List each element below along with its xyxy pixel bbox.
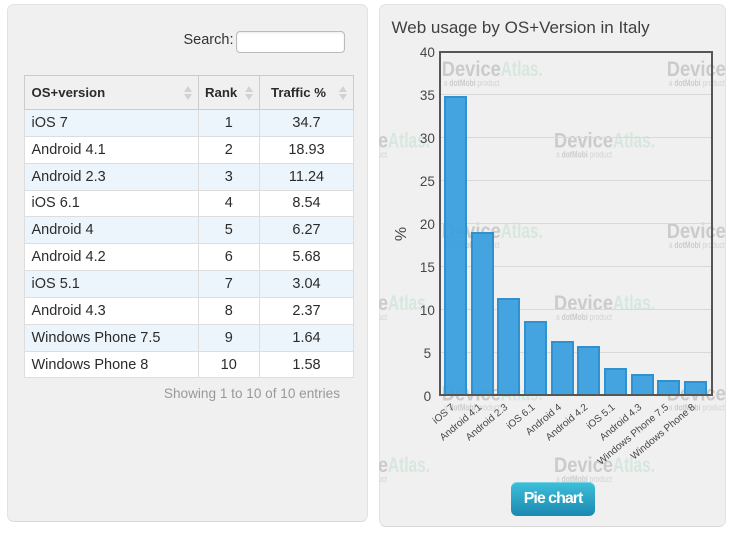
svg-text:a dotMobi product: a dotMobi product bbox=[669, 78, 725, 88]
svg-text:Atlas.: Atlas. bbox=[388, 129, 430, 153]
svg-text:a dotMobi product: a dotMobi product bbox=[379, 474, 387, 484]
svg-text:a dotMobi product: a dotMobi product bbox=[556, 150, 612, 160]
svg-text:Device: Device bbox=[554, 291, 613, 315]
svg-text:a dotMobi product: a dotMobi product bbox=[669, 402, 725, 412]
svg-text:Atlas.: Atlas. bbox=[388, 453, 430, 477]
svg-text:a dotMobi product: a dotMobi product bbox=[669, 240, 725, 250]
svg-text:Device: Device bbox=[442, 57, 501, 81]
svg-text:a dotMobi product: a dotMobi product bbox=[556, 312, 612, 322]
svg-text:a dotMobi product: a dotMobi product bbox=[379, 150, 387, 160]
svg-text:Device: Device bbox=[667, 57, 726, 81]
svg-text:a dotMobi product: a dotMobi product bbox=[444, 402, 500, 412]
svg-text:a dotMobi product: a dotMobi product bbox=[444, 78, 500, 88]
svg-text:Device: Device bbox=[554, 129, 613, 153]
svg-text:Device: Device bbox=[379, 129, 388, 153]
svg-text:Atlas.: Atlas. bbox=[613, 291, 655, 315]
svg-text:Device: Device bbox=[379, 453, 388, 477]
svg-text:Atlas.: Atlas. bbox=[388, 291, 430, 315]
svg-text:Device: Device bbox=[379, 291, 388, 315]
svg-text:a dotMobi product: a dotMobi product bbox=[379, 312, 387, 322]
svg-text:Device: Device bbox=[554, 453, 613, 477]
svg-text:Atlas.: Atlas. bbox=[501, 57, 543, 81]
svg-text:Atlas.: Atlas. bbox=[613, 129, 655, 153]
svg-text:Atlas.: Atlas. bbox=[613, 453, 655, 477]
svg-text:a dotMobi product: a dotMobi product bbox=[556, 474, 612, 484]
